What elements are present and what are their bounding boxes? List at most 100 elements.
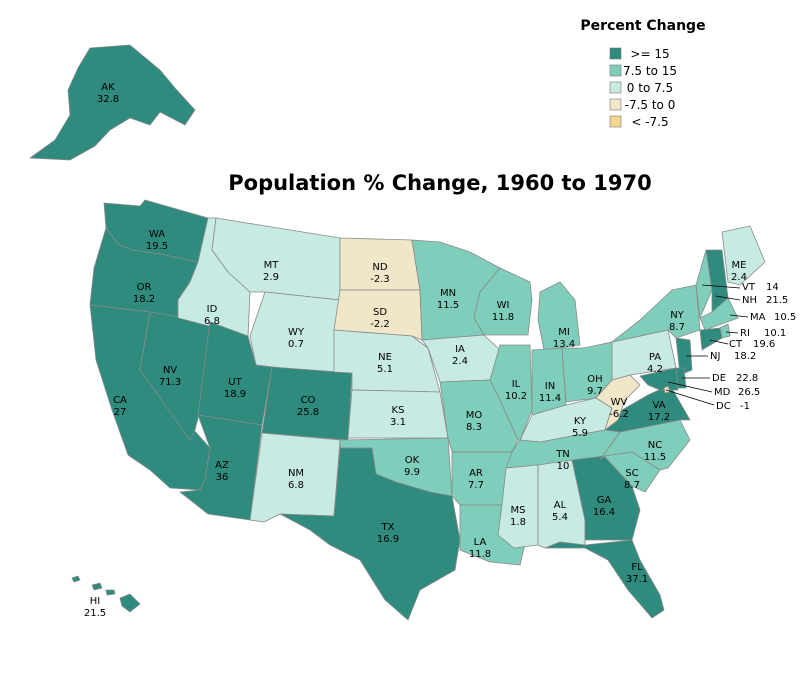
state-label-me-abbr: ME: [732, 260, 747, 271]
state-shape-hi-1: [71, 575, 81, 583]
state-label-mt-abbr: MT: [264, 260, 280, 271]
legend: Percent Change >= 15 7.5 to 15 0 to 7.5 -7.…: [580, 18, 705, 129]
state-label-hi-abbr: HI: [90, 596, 100, 607]
state-label-ut-abbr: UT: [228, 377, 242, 388]
state-label-az-value: 36: [216, 472, 229, 483]
state-label-ma-abbr: MA: [750, 312, 766, 323]
state-shape-hi-2: [91, 582, 103, 591]
state-label-de-abbr: DE: [712, 373, 726, 384]
legend-swatch: [609, 47, 622, 60]
state-label-pa-value: 4.2: [647, 364, 663, 375]
state-label-wa-value: 19.5: [146, 241, 168, 252]
legend-title: Percent Change: [580, 18, 705, 34]
state-label-co-value: 25.8: [297, 407, 319, 418]
state-label-ok-abbr: OK: [405, 455, 420, 466]
state-label-ks-value: 3.1: [390, 417, 406, 428]
state-label-ks-abbr: KS: [392, 405, 405, 416]
state-label-fl-value: 37.1: [626, 574, 648, 585]
state-label-ca-abbr: CA: [113, 395, 127, 406]
state-label-ct-abbr: CT: [729, 339, 743, 350]
state-label-ga-abbr: GA: [597, 495, 612, 506]
state-label-ar-value: 7.7: [468, 480, 484, 491]
state-label-wa-abbr: WA: [149, 229, 165, 240]
state-label-dc-value: -1: [740, 401, 750, 412]
legend-label: 0 to 7.5: [627, 81, 673, 95]
legend-swatch: [609, 98, 622, 111]
state-label-ri-abbr: RI: [740, 328, 750, 339]
state-label-va-value: 17.2: [648, 412, 670, 423]
state-shape-fl: [544, 539, 665, 619]
state-shape-ak: [29, 44, 196, 161]
state-shape-hi-3: [105, 589, 116, 596]
state-label-pa-abbr: PA: [649, 352, 661, 363]
state-label-wv-abbr: WV: [611, 397, 628, 408]
state-label-wv-value: -6.2: [609, 409, 629, 420]
state-label-ne-abbr: NE: [378, 352, 392, 363]
state-label-ms-value: 1.8: [510, 517, 526, 528]
state-label-mi-value: 13.4: [553, 339, 575, 350]
state-label-nh-value: 21.5: [766, 295, 788, 306]
state-label-ri-value: 10.1: [764, 328, 786, 339]
state-label-vt-abbr: VT: [742, 282, 756, 293]
state-shape-sd: [333, 289, 423, 341]
state-label-mn-abbr: MN: [440, 288, 456, 299]
state-shape-ny: [611, 284, 701, 343]
state-label-ct-value: 19.6: [753, 339, 775, 350]
state-label-fl-abbr: FL: [631, 562, 643, 573]
state-label-va-abbr: VA: [652, 400, 665, 411]
state-shape-az: [179, 414, 263, 521]
state-label-mo-value: 8.3: [466, 422, 482, 433]
state-shape-wi: [473, 267, 533, 336]
state-label-wi-abbr: WI: [497, 300, 510, 311]
state-label-ca-value: 27: [114, 407, 127, 418]
state-label-al-abbr: AL: [554, 500, 567, 511]
state-label-ia-abbr: IA: [455, 344, 465, 355]
state-label-nv-value: 71.3: [159, 377, 181, 388]
state-shape-me: [721, 225, 766, 286]
state-label-mt-value: 2.9: [263, 272, 279, 283]
state-shape-hi-4: [119, 593, 141, 613]
state-shape-va: [604, 384, 691, 433]
state-label-nm-abbr: NM: [288, 468, 304, 479]
state-label-il-value: 10.2: [505, 391, 527, 402]
state-label-ma-value: 10.5: [774, 312, 796, 323]
state-label-me-value: 2.4: [731, 272, 747, 283]
state-shape-mi: [537, 281, 581, 351]
state-label-mn-value: 11.5: [437, 300, 459, 311]
state-label-ky-abbr: KY: [574, 416, 587, 427]
state-label-oh-abbr: OH: [587, 374, 602, 385]
state-label-vt-value: 14: [766, 282, 779, 293]
state-shape-wv: [595, 374, 641, 431]
legend-swatch: [609, 115, 622, 128]
state-label-az-abbr: AZ: [215, 460, 229, 471]
callout-lines: [665, 284, 749, 406]
state-label-nj-abbr: NJ: [710, 351, 720, 362]
state-label-ms-abbr: MS: [511, 505, 526, 516]
state-shapes: [29, 44, 766, 621]
state-label-wy-value: 0.7: [288, 339, 304, 350]
map-title: Population % Change, 1960 to 1970: [228, 171, 651, 195]
state-label-nc-abbr: NC: [648, 440, 662, 451]
state-shape-ma: [699, 297, 739, 331]
state-label-id-abbr: ID: [207, 304, 218, 315]
state-label-or-abbr: OR: [137, 282, 152, 293]
state-label-md-value: 26.5: [738, 387, 760, 398]
state-label-la-value: 11.8: [469, 549, 491, 560]
state-label-ga-value: 16.4: [593, 507, 615, 518]
state-label-md-abbr: MD: [714, 387, 731, 398]
state-label-tx-abbr: TX: [381, 522, 395, 533]
state-label-tn-value: 10: [557, 461, 570, 472]
state-label-ky-value: 5.9: [572, 428, 588, 439]
state-label-de-value: 22.8: [736, 373, 758, 384]
state-label-or-value: 18.2: [133, 294, 155, 305]
state-label-ak-value: 32.8: [97, 94, 119, 105]
state-label-oh-value: 9.7: [587, 386, 603, 397]
state-label-nh-abbr: NH: [742, 295, 757, 306]
state-label-wy-abbr: WY: [288, 327, 305, 338]
legend-label: -7.5 to 0: [625, 98, 676, 112]
state-label-ok-value: 9.9: [404, 467, 420, 478]
state-label-ut-value: 18.9: [224, 389, 246, 400]
state-labels: AK32.8WA19.5OR18.2CA27NV71.3ID6.8MT2.9WY…: [84, 82, 796, 619]
state-shape-dc: [663, 385, 671, 394]
